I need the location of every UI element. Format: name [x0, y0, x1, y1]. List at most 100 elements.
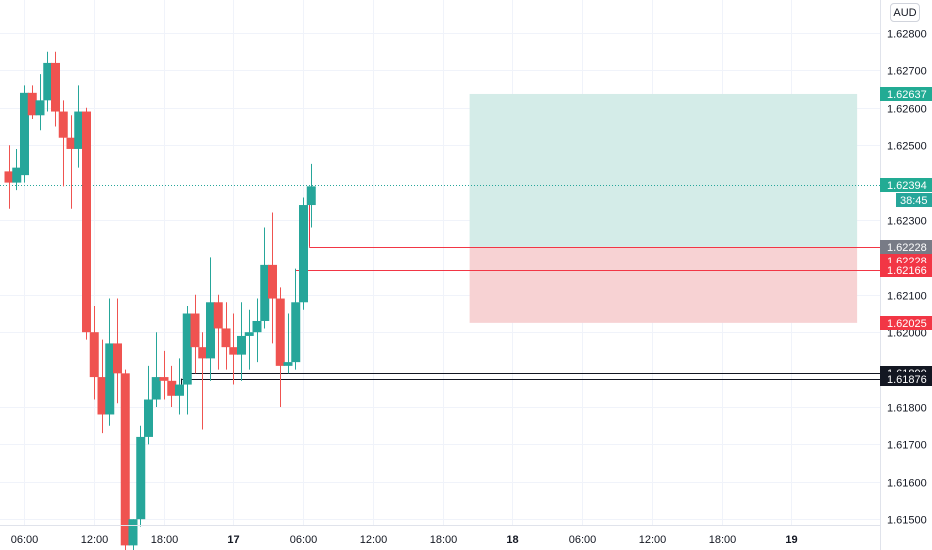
price-label-badge: 1.62228 — [880, 240, 932, 254]
candle-body — [27, 92, 37, 116]
candle — [51, 51, 60, 127]
y-tick-label: 1.62800 — [887, 29, 927, 41]
price-label-badge: 1.61876 — [880, 372, 932, 386]
candle — [58, 100, 68, 187]
price-label-badge: 1.62025 — [880, 316, 932, 330]
candle-body — [105, 343, 115, 415]
candle — [74, 85, 84, 168]
candle — [190, 294, 200, 374]
candle-body — [97, 377, 107, 415]
y-tick-label: 1.61700 — [887, 440, 927, 452]
candle-body — [20, 92, 29, 176]
candle — [306, 163, 316, 228]
candle-body — [206, 302, 215, 359]
candle-body — [252, 320, 262, 333]
candle-body — [128, 519, 138, 546]
candle — [260, 227, 270, 329]
candle — [43, 51, 53, 112]
y-tick-label: 1.62700 — [887, 66, 927, 78]
x-tick-label: 12:00 — [639, 534, 667, 546]
price-label-text: 1.62025 — [887, 318, 927, 330]
currency-badge[interactable]: AUD — [890, 3, 920, 22]
candle — [4, 145, 14, 209]
candle — [229, 313, 239, 385]
y-tick-label: 1.62500 — [887, 141, 927, 153]
candle-body — [151, 377, 161, 400]
candle-body — [268, 264, 277, 299]
price-label-badge: 1.62637 — [880, 87, 932, 101]
stop-zone[interactable] — [469, 246, 858, 323]
candle — [213, 294, 223, 370]
candle-body — [120, 373, 130, 546]
candle — [82, 107, 91, 340]
y-tick-label: 1.62300 — [887, 216, 927, 228]
candle-body — [221, 328, 231, 348]
candle-body — [51, 62, 60, 112]
candle-body — [237, 335, 246, 355]
price-label-bg — [880, 240, 932, 254]
candle — [12, 148, 22, 191]
candle — [252, 298, 262, 363]
price-label-text: 1.62394 — [887, 180, 927, 192]
y-tick-label: 1.62600 — [887, 104, 927, 116]
candle-body — [82, 111, 91, 333]
candle — [128, 519, 138, 550]
candle-body — [260, 264, 270, 321]
candle — [198, 332, 208, 430]
y-tick-label: 1.61600 — [887, 478, 927, 490]
candle — [221, 302, 231, 370]
y-tick-label: 1.62000 — [887, 328, 927, 340]
candle-body — [229, 347, 239, 355]
candle-body — [306, 186, 316, 206]
position-zones[interactable] — [469, 93, 858, 323]
candle — [27, 85, 37, 120]
target-zone[interactable] — [469, 93, 858, 247]
candle-body — [4, 171, 14, 183]
level-lines[interactable] — [0, 185, 880, 385]
candle-body — [113, 343, 122, 374]
candle — [113, 298, 122, 404]
candle-body — [291, 302, 301, 363]
price-labels: 1.626371.623941.622281.622281.621661.620… — [880, 87, 932, 386]
x-tick-label: 17 — [227, 534, 239, 546]
candle-body — [244, 332, 254, 336]
candle — [237, 302, 246, 381]
price-label-text: 1.62637 — [887, 89, 927, 101]
x-tick-label: 12:00 — [360, 534, 388, 546]
candle-body — [43, 62, 53, 101]
candle-body — [190, 313, 200, 348]
candle-body — [58, 111, 68, 138]
candle-body — [299, 205, 308, 303]
candle — [20, 85, 29, 183]
time-axis[interactable]: 06:00 12:00 18:00 17 06:00 12:00 18:00 18 06:00 1… — [11, 534, 798, 546]
candle-body — [175, 384, 184, 396]
candle — [275, 287, 285, 407]
candle — [299, 197, 308, 310]
price-label-text: 1.62228 — [887, 242, 927, 254]
candle — [175, 358, 184, 415]
price-axis[interactable]: 1.62800 1.62700 1.62600 1.62500 1.62300 1.621… — [887, 29, 927, 527]
candle — [120, 369, 130, 550]
price-label-bg — [880, 372, 932, 386]
price-label-badge: 1.62166 — [880, 263, 932, 277]
candle — [244, 309, 254, 370]
countdown-badge: 38:45 — [896, 193, 932, 207]
x-tick-label: 06:00 — [569, 534, 597, 546]
candle-body — [136, 436, 146, 520]
candle — [136, 425, 146, 527]
candle — [144, 365, 153, 445]
price-label-text: 1.61876 — [887, 374, 927, 386]
candle — [89, 306, 99, 400]
candle-body — [213, 302, 223, 329]
y-tick-label: 1.61500 — [887, 515, 927, 527]
candle — [167, 365, 177, 407]
candle-body — [74, 111, 84, 149]
price-label-bg — [880, 87, 932, 101]
countdown-bg — [896, 193, 932, 207]
candle — [182, 306, 192, 415]
candle-body — [159, 377, 169, 381]
candle-body — [12, 167, 22, 183]
countdown-text: 38:45 — [900, 195, 928, 207]
candle — [97, 339, 107, 434]
